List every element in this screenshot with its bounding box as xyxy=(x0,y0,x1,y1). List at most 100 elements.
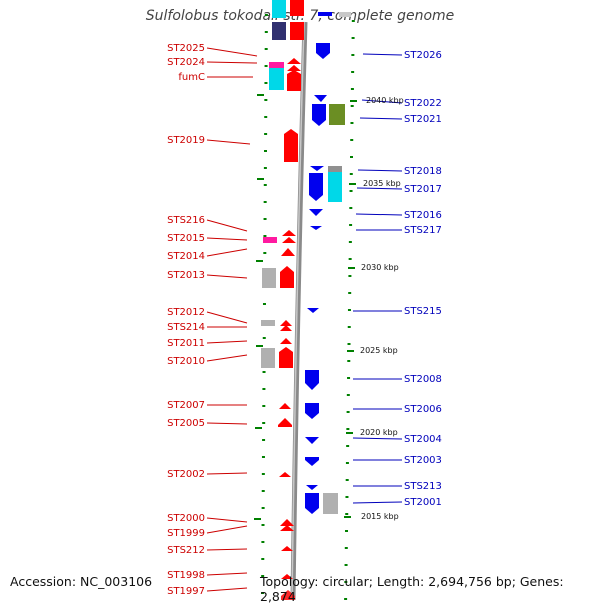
blue-gene-arrow[interactable] xyxy=(306,485,318,490)
blue-gene-arrow[interactable] xyxy=(305,370,319,390)
red-gene-arrow[interactable] xyxy=(284,129,298,162)
red-gene-arrow[interactable] xyxy=(280,325,292,331)
kbp-scale-labels: 2040 kbp 2035 kbp 2030 kbp 2025 kbp 2020 kbp… xyxy=(360,96,404,521)
gene-label-sts212[interactable]: STS212 xyxy=(167,545,205,556)
blue-gene-arrow[interactable] xyxy=(305,457,319,466)
blue-gene-arrow[interactable] xyxy=(314,95,327,102)
magenta-feature[interactable] xyxy=(263,237,277,243)
red-gene-arrow[interactable] xyxy=(278,418,292,427)
gray-feature[interactable] xyxy=(261,348,275,368)
gene-label-st2006[interactable]: ST2006 xyxy=(404,404,442,415)
gene-label-st2024[interactable]: ST2024 xyxy=(167,57,205,68)
blue-gene-arrow[interactable] xyxy=(305,403,319,419)
gene-label-st2026[interactable]: ST2026 xyxy=(404,50,442,61)
red-gene-arrow[interactable] xyxy=(282,230,296,236)
leader-line xyxy=(206,587,248,592)
cyan-feature[interactable] xyxy=(272,0,286,18)
leader-line xyxy=(206,237,248,241)
gene-label-st2003[interactable]: ST2003 xyxy=(404,455,442,466)
blue-gene-arrow[interactable] xyxy=(309,173,323,201)
gene-label-fumc[interactable]: fumC xyxy=(178,72,205,83)
gene-label-st2016[interactable]: ST2016 xyxy=(404,210,442,221)
gene-label-st1999[interactable]: ST1999 xyxy=(167,528,205,539)
gene-label-st2025[interactable]: ST2025 xyxy=(167,43,205,54)
gray-feature[interactable] xyxy=(323,493,338,514)
gene-label-sts216[interactable]: STS216 xyxy=(167,215,205,226)
gene-label-st2014[interactable]: ST2014 xyxy=(167,251,205,262)
gene-label-st2019[interactable]: ST2019 xyxy=(167,135,205,146)
leader-line xyxy=(206,248,248,257)
red-gene-arrow[interactable] xyxy=(280,320,292,326)
leader-line xyxy=(206,548,248,551)
gene-label-sts215[interactable]: STS215 xyxy=(404,306,442,317)
red-gene-arrow[interactable] xyxy=(280,525,294,531)
gene-label-st2018[interactable]: ST2018 xyxy=(404,166,442,177)
genome-backbone xyxy=(290,21,308,600)
gene-label-st2004[interactable]: ST2004 xyxy=(404,434,442,445)
red-gene-arrow[interactable] xyxy=(280,338,292,344)
gene-label-st2007[interactable]: ST2007 xyxy=(167,400,205,411)
right-gene-labels: ST2026 ST2022 ST2021 ST2018 ST2017 ST2016 STS2… xyxy=(352,50,442,508)
blue-gene-arrow[interactable] xyxy=(316,43,330,59)
red-gene-arrow[interactable] xyxy=(287,58,301,64)
leader-line xyxy=(206,340,248,344)
leader-line xyxy=(359,117,403,120)
gene-label-st2012[interactable]: ST2012 xyxy=(167,307,205,318)
red-gene-arrow[interactable] xyxy=(287,70,301,91)
gene-label-sts214[interactable]: STS214 xyxy=(167,322,205,333)
blue-gene-arrow[interactable] xyxy=(305,437,319,444)
kbp-label: 2030 kbp xyxy=(361,263,399,272)
leader-line xyxy=(206,422,248,425)
red-gene-arrow[interactable] xyxy=(280,266,294,288)
gene-label-sts213[interactable]: STS213 xyxy=(404,481,442,492)
leader-line xyxy=(206,61,258,64)
blue-gene-arrow[interactable] xyxy=(305,493,319,514)
gene-label-st2022[interactable]: ST2022 xyxy=(404,98,442,109)
gray-feature[interactable] xyxy=(328,166,342,172)
red-gene-arrow[interactable] xyxy=(287,65,301,71)
red-gene-arrow[interactable] xyxy=(290,22,304,40)
blue-gene-arrow[interactable] xyxy=(312,104,326,126)
blue-gene-arrow[interactable] xyxy=(310,226,322,230)
gray-feature[interactable] xyxy=(262,268,276,288)
gene-label-st2000[interactable]: ST2000 xyxy=(167,513,205,524)
red-gene-arrow[interactable] xyxy=(281,248,295,256)
gene-label-st2013[interactable]: ST2013 xyxy=(167,270,205,281)
left-gene-labels: ST2025 ST2024 fumC ST2019 STS216 ST2015 ST2014… xyxy=(167,43,258,597)
gene-label-st2005[interactable]: ST2005 xyxy=(167,418,205,429)
gene-label-st2011[interactable]: ST2011 xyxy=(167,338,205,349)
cyan-feature[interactable] xyxy=(328,172,342,202)
red-gene-arrow[interactable] xyxy=(279,347,293,368)
gene-label-st1997[interactable]: ST1997 xyxy=(167,586,205,597)
red-gene-arrow[interactable] xyxy=(282,237,296,243)
gene-label-st2021[interactable]: ST2021 xyxy=(404,114,442,125)
blue-gene-arrow[interactable] xyxy=(318,12,332,16)
red-gene-arrow[interactable] xyxy=(279,472,291,477)
blue-gene-arrow[interactable] xyxy=(307,308,319,313)
leader-line xyxy=(206,139,251,145)
blue-gene-arrow[interactable] xyxy=(310,166,324,171)
gene-label-st1998[interactable]: ST1998 xyxy=(167,570,205,581)
red-gene-arrow[interactable] xyxy=(281,574,293,579)
red-gene-arrow[interactable] xyxy=(290,0,304,16)
gene-label-sts217[interactable]: STS217 xyxy=(404,225,442,236)
magenta-feature[interactable] xyxy=(269,62,284,70)
navy-feature[interactable] xyxy=(272,22,286,40)
leader-line xyxy=(357,169,403,172)
gene-label-st2010[interactable]: ST2010 xyxy=(167,356,205,367)
gene-label-st2001[interactable]: ST2001 xyxy=(404,497,442,508)
cyan-feature[interactable] xyxy=(269,68,284,90)
gene-label-st2015[interactable]: ST2015 xyxy=(167,233,205,244)
gray-feature[interactable] xyxy=(261,320,275,326)
gene-label-st2008[interactable]: ST2008 xyxy=(404,374,442,385)
red-gene-arrow[interactable] xyxy=(281,590,295,600)
blue-gene-arrow[interactable] xyxy=(309,209,323,216)
red-gene-arrow[interactable] xyxy=(280,519,294,526)
red-gene-arrow[interactable] xyxy=(279,403,291,409)
gray-feature[interactable] xyxy=(339,12,351,17)
olive-feature[interactable] xyxy=(329,104,345,125)
red-gene-arrow[interactable] xyxy=(281,546,293,551)
gene-label-st2017[interactable]: ST2017 xyxy=(404,184,442,195)
gene-label-st2002[interactable]: ST2002 xyxy=(167,469,205,480)
